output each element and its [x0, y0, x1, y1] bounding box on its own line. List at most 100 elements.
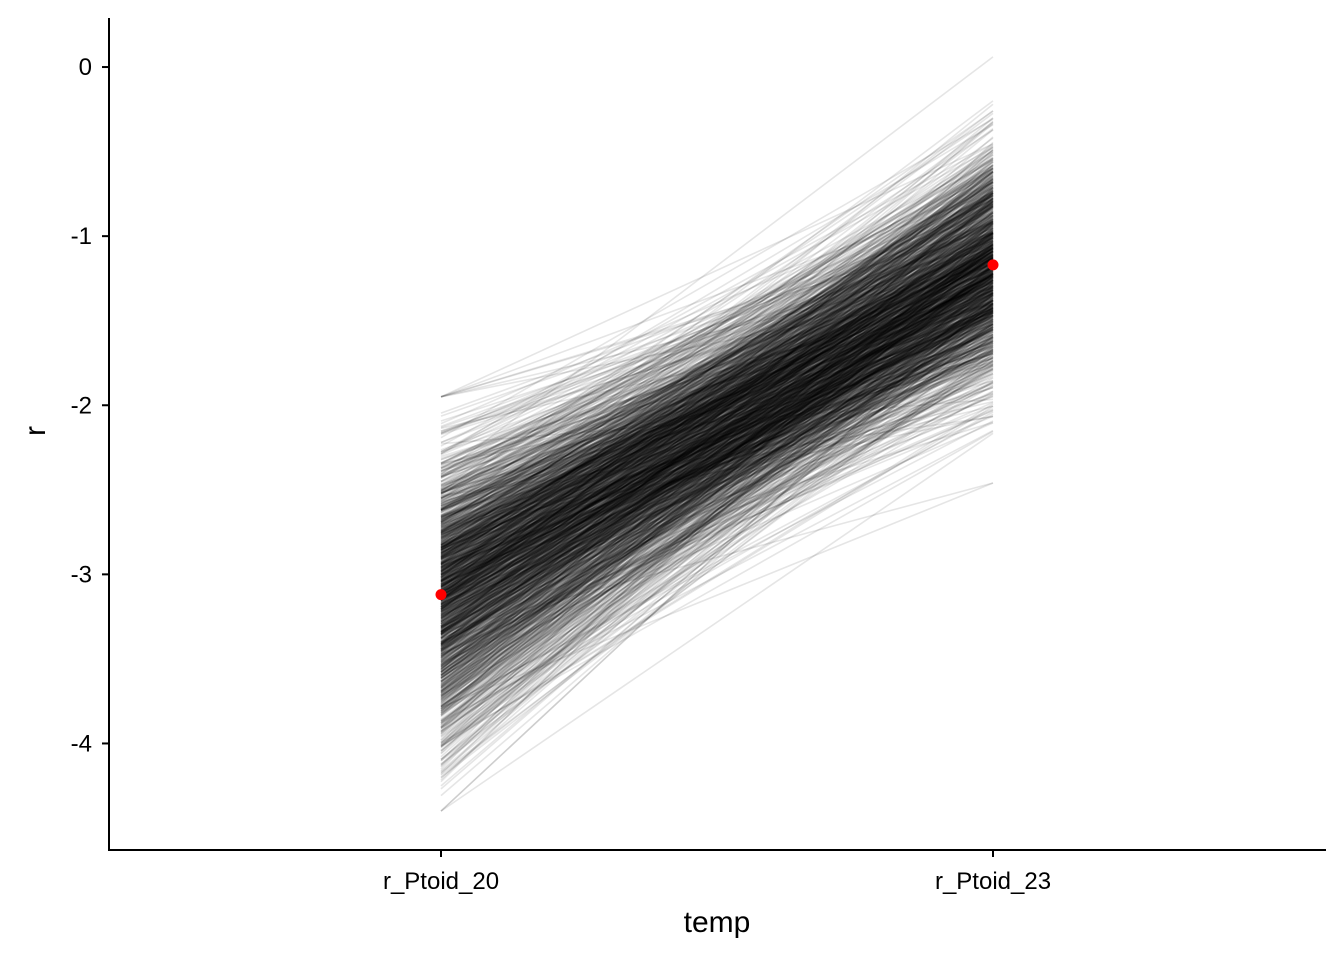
- draw-line: [440, 295, 994, 582]
- draw-line: [440, 254, 994, 559]
- draw-line: [440, 232, 994, 689]
- posterior-draw-lines: [440, 56, 994, 812]
- draw-line: [440, 324, 994, 572]
- draw-line: [440, 243, 994, 668]
- draw-line: [440, 248, 994, 563]
- draw-line: [440, 293, 994, 735]
- draw-line: [440, 253, 994, 525]
- draw-line: [440, 197, 994, 637]
- draw-line: [440, 257, 994, 596]
- draw-line: [440, 150, 994, 522]
- draw-line: [440, 257, 994, 691]
- draw-line: [440, 314, 994, 533]
- draw-line: [440, 255, 994, 622]
- draw-line: [440, 320, 994, 674]
- draw-line: [440, 248, 994, 519]
- draw-line: [440, 272, 994, 587]
- draw-line: [440, 239, 994, 658]
- draw-line: [440, 201, 994, 576]
- draw-line: [440, 285, 994, 459]
- draw-line: [440, 293, 994, 720]
- draw-line: [440, 367, 994, 665]
- draw-line: [440, 276, 994, 580]
- draw-line: [440, 235, 994, 505]
- draw-line: [440, 343, 994, 583]
- draw-line: [440, 263, 994, 768]
- draw-line: [440, 292, 994, 647]
- draw-line: [440, 286, 994, 637]
- draw-line: [440, 193, 994, 546]
- draw-line: [440, 312, 994, 615]
- draw-line: [440, 200, 994, 608]
- draw-line: [440, 334, 994, 534]
- draw-line: [440, 291, 994, 658]
- draw-line: [440, 222, 994, 587]
- mean-point: [987, 259, 999, 271]
- draw-line: [440, 152, 994, 633]
- draw-line: [440, 321, 994, 661]
- draw-line: [440, 181, 994, 572]
- draw-line: [440, 297, 994, 470]
- draw-line: [440, 214, 994, 562]
- draw-line: [440, 374, 994, 640]
- draw-line: [440, 312, 994, 487]
- draw-line: [440, 244, 994, 666]
- draw-line: [440, 292, 994, 629]
- draw-line: [440, 290, 994, 617]
- draw-line: [440, 265, 994, 668]
- draw-line: [440, 203, 994, 444]
- draw-line: [440, 200, 994, 540]
- draw-line: [440, 307, 994, 722]
- draw-line: [440, 222, 994, 558]
- draw-line: [440, 164, 994, 491]
- draw-line: [440, 260, 994, 557]
- draw-line: [440, 308, 994, 646]
- draw-line: [440, 304, 994, 693]
- draw-line: [440, 409, 994, 655]
- draw-line: [440, 164, 994, 490]
- draw-line: [440, 198, 994, 573]
- draw-line: [440, 189, 994, 635]
- draw-line: [440, 315, 994, 658]
- draw-line: [440, 241, 994, 646]
- draw-line: [440, 200, 994, 550]
- draw-line: [440, 221, 994, 693]
- draw-line: [440, 214, 994, 593]
- draw-line: [440, 307, 994, 746]
- draw-line: [440, 258, 994, 546]
- draw-line: [440, 186, 994, 529]
- draw-line: [440, 292, 994, 574]
- draw-line: [440, 247, 994, 673]
- draw-line: [440, 232, 994, 575]
- draw-line: [440, 225, 994, 602]
- draw-line: [440, 172, 994, 480]
- draw-line: [440, 255, 994, 642]
- draw-line: [440, 266, 994, 519]
- draw-line: [440, 280, 994, 530]
- draw-line: [440, 188, 994, 561]
- draw-line: [440, 236, 994, 461]
- draw-line: [440, 314, 994, 643]
- draw-line: [440, 311, 994, 600]
- draw-line: [440, 328, 994, 573]
- draw-line: [440, 281, 994, 582]
- draw-line: [440, 257, 994, 597]
- draw-line: [440, 204, 994, 589]
- draw-line: [440, 293, 994, 672]
- draw-line: [440, 168, 994, 645]
- draw-line: [440, 266, 994, 640]
- draw-line: [440, 177, 994, 685]
- draw-line: [440, 236, 994, 645]
- draw-line: [440, 197, 994, 655]
- draw-line: [440, 352, 994, 599]
- draw-line: [440, 202, 994, 558]
- draw-line: [440, 301, 994, 612]
- draw-line: [440, 141, 994, 671]
- draw-line: [440, 247, 994, 545]
- draw-line: [440, 271, 994, 608]
- draw-line: [440, 166, 994, 568]
- draw-line: [440, 266, 994, 698]
- draw-line: [440, 235, 994, 575]
- draw-line: [440, 270, 994, 683]
- draw-line: [440, 296, 994, 587]
